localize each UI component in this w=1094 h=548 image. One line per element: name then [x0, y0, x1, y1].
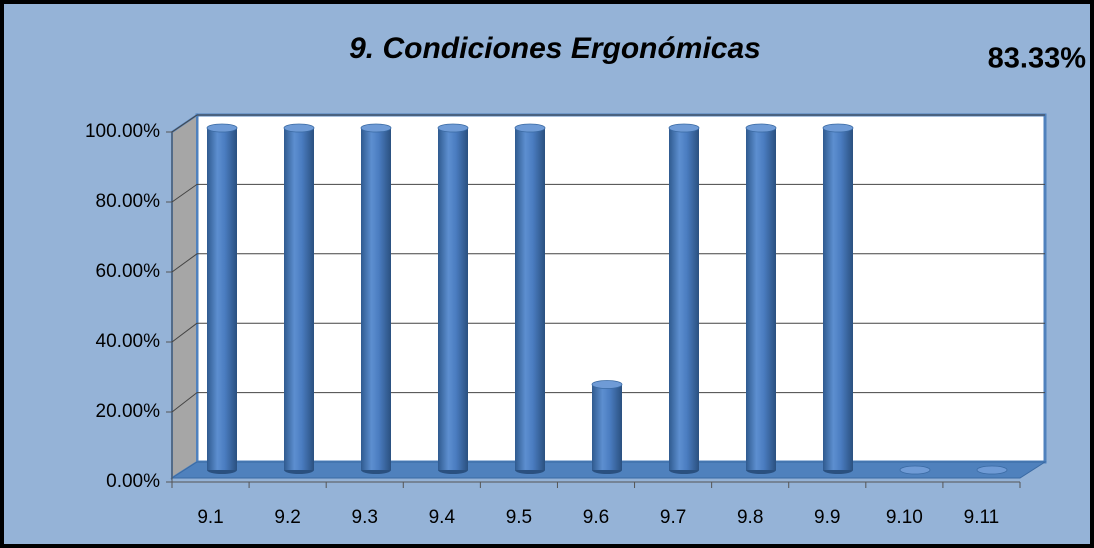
- bar-top: [437, 123, 469, 133]
- y-tick-label: 40.00%: [96, 331, 161, 352]
- bar: [746, 128, 776, 470]
- x-tick-label: 9.8: [737, 507, 763, 528]
- x-tick-label: 9.9: [814, 507, 840, 528]
- y-tick-label: 20.00%: [96, 401, 161, 422]
- grid-line: [171, 183, 198, 203]
- y-tick-label: 60.00%: [96, 261, 161, 282]
- grid-line: [171, 322, 198, 343]
- x-tick-label: 9.10: [886, 507, 923, 528]
- bar: [207, 128, 237, 470]
- x-tick-label: 9.4: [429, 507, 456, 528]
- bar-top: [591, 380, 623, 389]
- annotation: 83.33%: [988, 43, 1087, 75]
- x-tick-label: 9.3: [352, 507, 378, 528]
- bar-top: [514, 123, 546, 133]
- chart-title: 9. Condiciones Ergonómicas: [349, 32, 761, 65]
- x-tick-label: 9.5: [506, 507, 532, 528]
- y-tick-label: 100.00%: [85, 121, 160, 142]
- bar: [361, 128, 391, 470]
- bar-top: [283, 123, 315, 133]
- grid-line: [171, 253, 198, 273]
- x-tick-label: 9.1: [197, 507, 223, 528]
- bar: [438, 128, 468, 470]
- bar: [592, 384, 622, 470]
- y-tick-label: 0.00%: [106, 471, 160, 492]
- bar-top: [206, 123, 238, 133]
- bar-top: [822, 123, 854, 133]
- bar-top: [360, 123, 392, 133]
- x-tick-label: 9.2: [274, 507, 300, 528]
- bar: [515, 128, 545, 470]
- x-tick-label: 9.11: [964, 507, 1000, 528]
- bar: [669, 128, 699, 470]
- bar-top: [899, 465, 931, 475]
- x-tick-label: 9.6: [583, 507, 609, 528]
- bar-top: [976, 465, 1008, 475]
- grid-line: [171, 392, 198, 413]
- side-wall: [171, 113, 198, 480]
- bar-top: [668, 123, 700, 133]
- grid-line: [171, 114, 198, 133]
- bar-top: [745, 123, 777, 133]
- bar: [284, 128, 314, 470]
- y-tick-label: 80.00%: [96, 191, 161, 212]
- bar: [823, 128, 853, 470]
- x-tick-label: 9.7: [660, 507, 686, 528]
